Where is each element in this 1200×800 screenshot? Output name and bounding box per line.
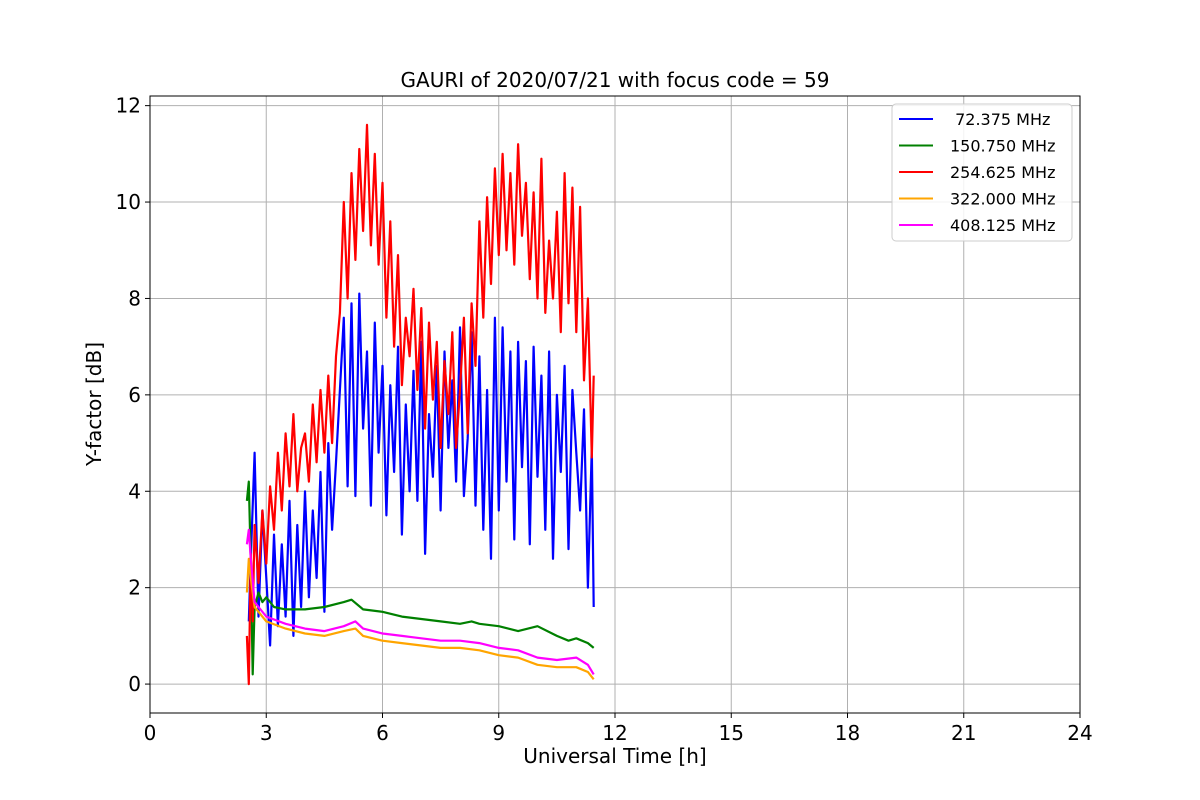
series-line-1	[245, 480, 595, 676]
y-tick-label: 0	[128, 672, 141, 696]
legend-label-3: 322.000 MHz	[950, 190, 1055, 209]
x-tick-label: 18	[835, 721, 860, 745]
x-tick-label: 21	[951, 721, 976, 745]
legend-label-0: 72.375 MHz	[950, 110, 1050, 129]
series-line-2	[245, 123, 595, 686]
y-tick-label: 8	[128, 286, 141, 310]
x-tick-label: 3	[260, 721, 273, 745]
y-tick-label: 10	[116, 190, 141, 214]
y-axis-label: Y-factor [dB]	[82, 342, 106, 467]
legend: 72.375 MHz 150.750 MHz 254.625 MHz 322.000 …	[891, 103, 1073, 242]
y-tick-label: 4	[128, 479, 141, 503]
x-axis-label: Universal Time [h]	[523, 744, 706, 768]
x-tick-label: 9	[492, 721, 505, 745]
legend-label-2: 254.625 MHz	[950, 163, 1055, 182]
y-tick-label: 6	[128, 383, 141, 407]
series-line-4	[245, 528, 595, 675]
legend-box	[891, 103, 1073, 242]
x-tick-label: 6	[376, 721, 389, 745]
y-tick-label: 2	[128, 576, 141, 600]
legend-label-4: 408.125 MHz	[950, 216, 1055, 235]
x-tick-label: 15	[719, 721, 744, 745]
x-tick-label: 12	[602, 721, 627, 745]
series-line-3	[245, 557, 595, 680]
x-tick-label: 24	[1067, 721, 1092, 745]
x-tick-label: 0	[144, 721, 157, 745]
legend-label-1: 150.750 MHz	[950, 137, 1055, 156]
chart-title: GAURI of 2020/07/21 with focus code = 59	[401, 68, 830, 92]
plot-series	[245, 123, 595, 686]
y-tick-label: 12	[116, 94, 141, 118]
